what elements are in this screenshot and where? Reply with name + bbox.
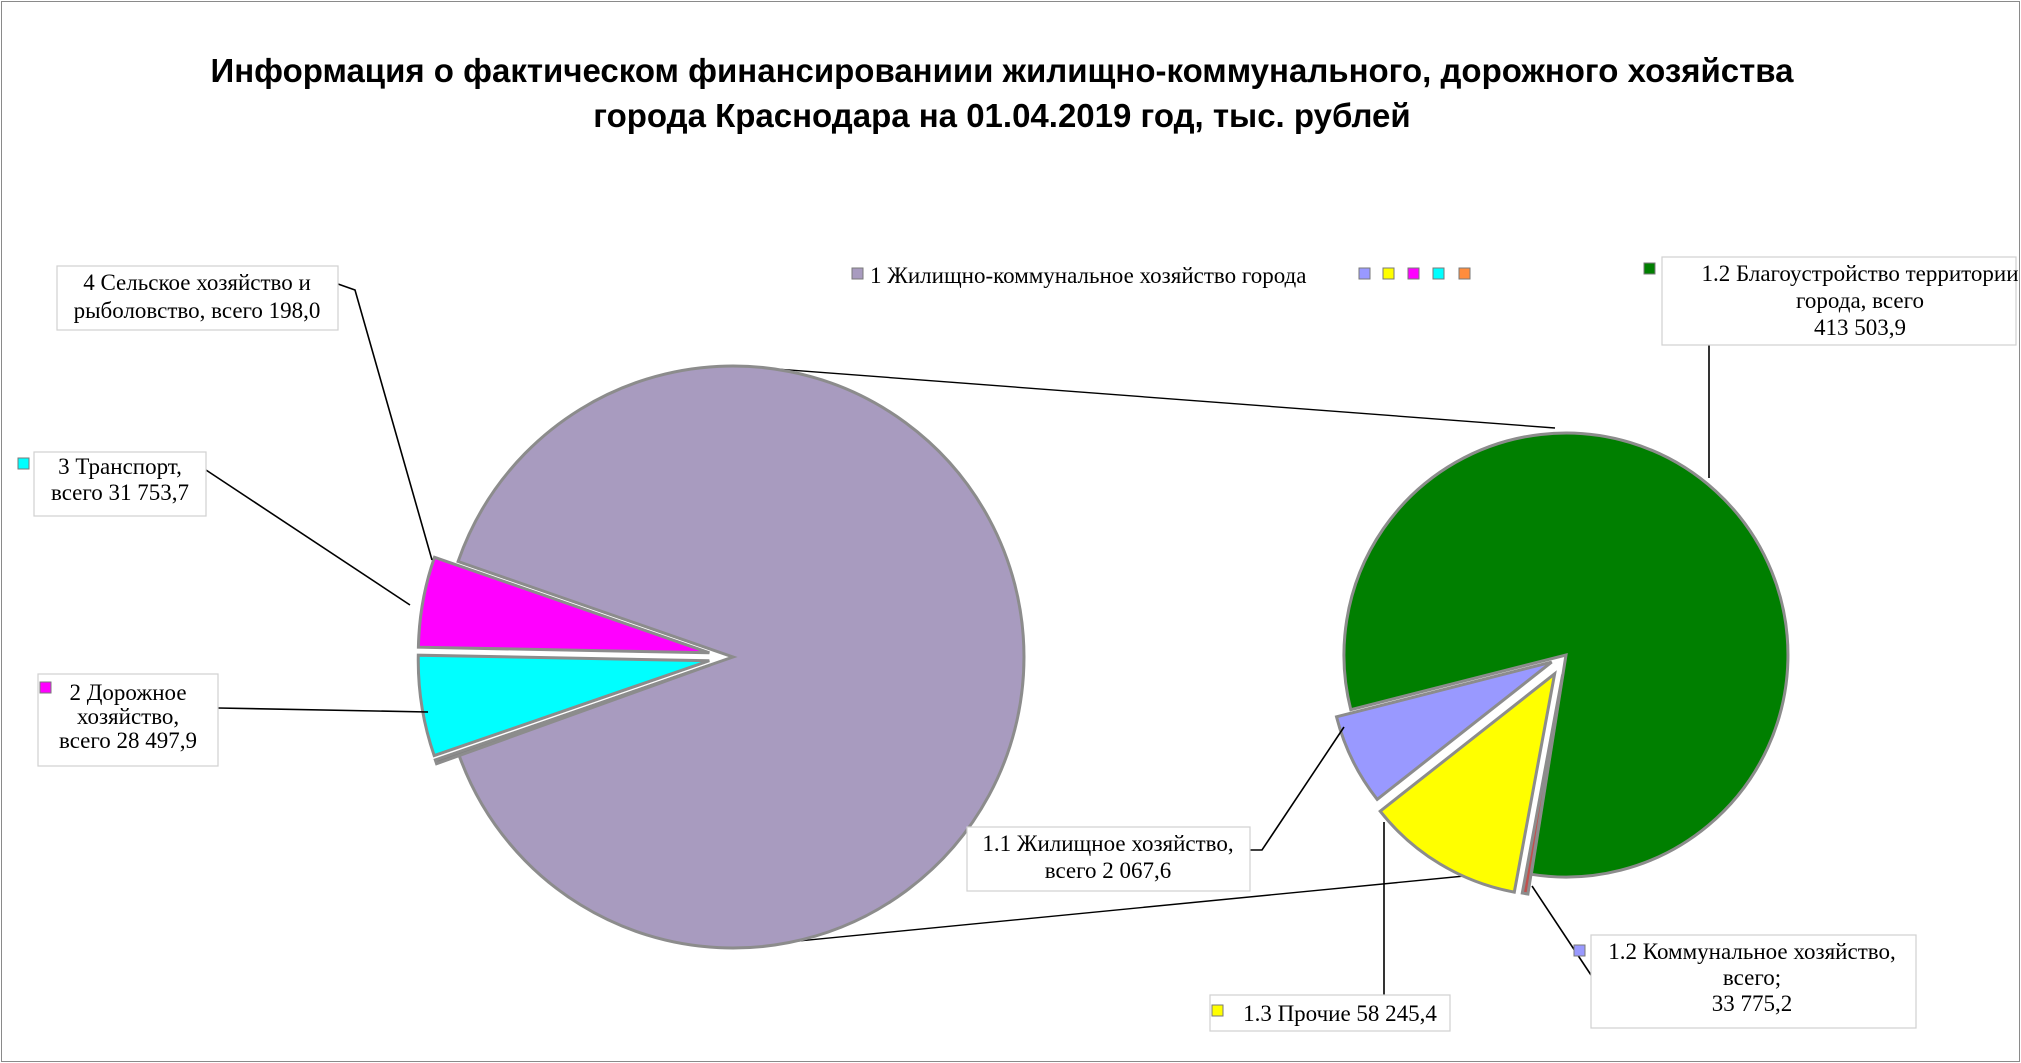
data-label-6: 1.3 Прочие 58 245,4 [1209, 994, 1451, 1032]
leader-line [1250, 726, 1345, 851]
legend-key-icon [1211, 1004, 1224, 1017]
secondary-pie [1334, 431, 1790, 896]
data-label-box [37, 673, 219, 767]
legend-key-icon [1643, 262, 1656, 275]
main-slice-1 [456, 364, 1026, 950]
legend-key-icon [1458, 267, 1471, 280]
data-label-box [56, 265, 339, 331]
data-label-line: 1.2 Благоустройство территории [1701, 261, 2018, 286]
main-slice-2 [416, 555, 710, 655]
leader-line [217, 707, 429, 713]
leader-line [337, 283, 433, 561]
data-label-line: всего 2 067,6 [1045, 858, 1172, 883]
legend-key-icon [1573, 944, 1586, 957]
connector-line-top [736, 365, 1556, 429]
data-label-line: города, всего [1796, 288, 1924, 313]
title-line-1: Информация о фактическом финансированиии… [211, 52, 1795, 89]
legend-key-icon [1432, 267, 1445, 280]
data-label-line: 413 503,9 [1814, 315, 1906, 340]
legend-key-icon [1358, 267, 1371, 280]
data-label-line: 1.1 Жилищное хозяйство, [982, 831, 1233, 856]
main-pie [416, 364, 1026, 950]
data-label-3: 4 Сельское хозяйство и рыболовство, всего… [56, 265, 339, 331]
legend-keys [851, 267, 1471, 280]
data-label-line: всего; [1723, 965, 1781, 990]
legend-key-icon [1407, 267, 1420, 280]
data-label-line: всего 31 753,7 [51, 480, 189, 505]
legend-key-icon [39, 681, 52, 694]
data-label-line: 4 Сельское хозяйство и [83, 270, 311, 295]
data-label-box [33, 451, 207, 517]
data-label-box [1661, 256, 2017, 346]
pie-connectors [736, 365, 1556, 948]
title-line-2: города Краснодара на 01.04.2019 год, тыс… [593, 97, 1410, 134]
secondary-slice-2 [1334, 660, 1553, 802]
leader-line [205, 469, 411, 606]
legend-entry-label: 1 Жилищно-коммунальное хозяйство города [870, 263, 1306, 288]
chart-title: Информация о фактическом финансированиии… [211, 52, 1795, 134]
data-label-line: хозяйство, [77, 704, 179, 729]
secondary-slice-4 [1520, 674, 1565, 896]
data-label-line: рыболовство, всего 198,0 [74, 298, 321, 323]
legend-key-icon [851, 267, 864, 280]
main-slice-3 [416, 653, 710, 758]
secondary-slice-3 [1378, 670, 1557, 894]
data-label-5: 1.2 Коммунальное хозяйство,всего;33 775,… [1573, 934, 1917, 1029]
data-label-line: 1.2 Коммунальное хозяйство, [1608, 939, 1895, 964]
data-label-line: 33 775,2 [1712, 991, 1793, 1016]
leader-lines [205, 283, 1710, 995]
data-label-line: 3 Транспорт, [58, 454, 182, 479]
data-label-2: 3 Транспорт,всего 31 753,7 [17, 451, 207, 517]
legend-key-icon [17, 457, 30, 470]
secondary-slice-1 [1342, 431, 1790, 879]
legend-key-icon [1382, 267, 1395, 280]
data-label-line: 2 Дорожное [69, 680, 186, 705]
main-slice-4 [433, 663, 711, 766]
data-label-box [1590, 934, 1917, 1029]
data-label-box [1209, 994, 1451, 1032]
data-label-line: всего 28 497,9 [59, 728, 197, 753]
data-label-box [966, 826, 1251, 892]
connector-line-bottom [736, 873, 1486, 948]
data-label-7: 1.1 Жилищное хозяйство,всего 2 067,6 [966, 826, 1251, 892]
legend: 1 Жилищно-коммунальное хозяйство города [851, 263, 1471, 288]
data-label-line: 1.3 Прочие 58 245,4 [1243, 1001, 1437, 1026]
leader-line [1531, 885, 1592, 976]
